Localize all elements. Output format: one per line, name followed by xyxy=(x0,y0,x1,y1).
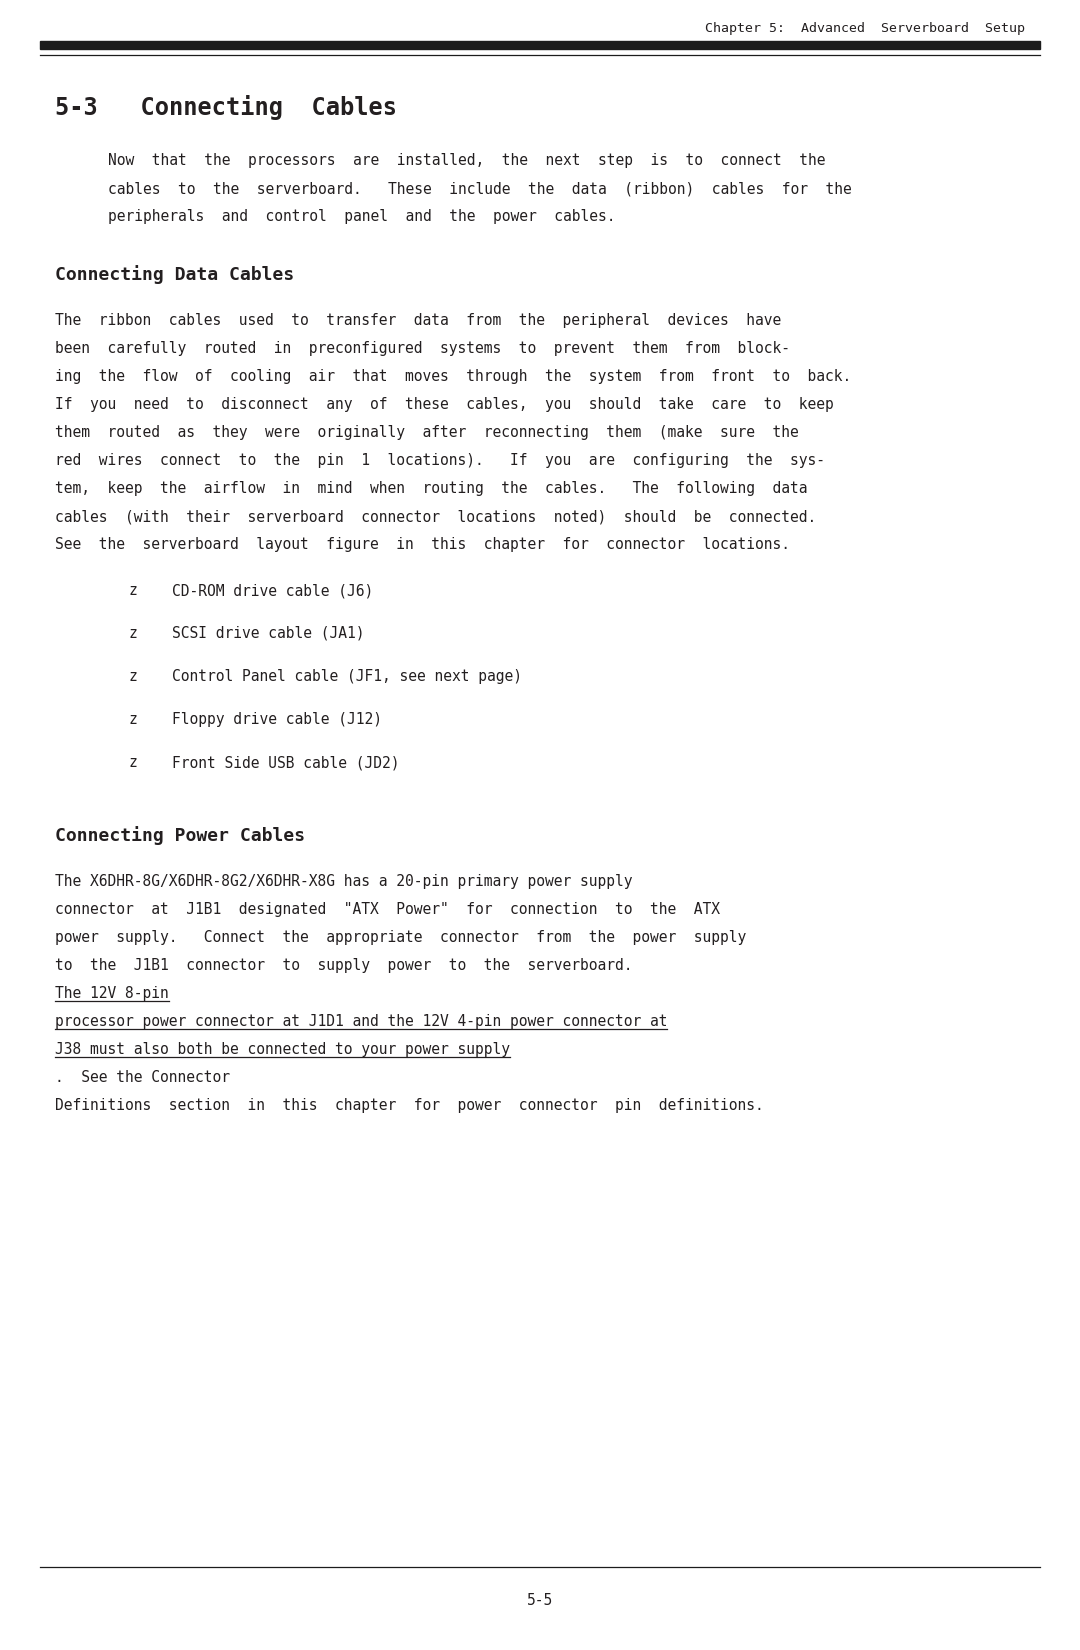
Text: peripherals  and  control  panel  and  the  power  cables.: peripherals and control panel and the po… xyxy=(108,210,616,224)
Text: Connecting Data Cables: Connecting Data Cables xyxy=(55,266,294,284)
Text: See  the  serverboard  layout  figure  in  this  chapter  for  connector  locati: See the serverboard layout figure in thi… xyxy=(55,536,789,553)
Text: .  See the Connector: . See the Connector xyxy=(55,1069,230,1086)
Text: power  supply.   Connect  the  appropriate  connector  from  the  power  supply: power supply. Connect the appropriate co… xyxy=(55,931,746,945)
Text: Now  that  the  processors  are  installed,  the  next  step  is  to  connect  t: Now that the processors are installed, t… xyxy=(108,153,825,168)
Text: Definitions  section  in  this  chapter  for  power  connector  pin  definitions: Definitions section in this chapter for … xyxy=(55,1097,764,1114)
Text: red  wires  connect  to  the  pin  1  locations).   If  you  are  configuring  t: red wires connect to the pin 1 locations… xyxy=(55,454,825,469)
Text: z: z xyxy=(129,756,137,771)
Text: tem,  keep  the  airflow  in  mind  when  routing  the  cables.   The  following: tem, keep the airflow in mind when routi… xyxy=(55,482,808,497)
Text: them  routed  as  they  were  originally  after  reconnecting  them  (make  sure: them routed as they were originally afte… xyxy=(55,426,799,441)
Text: The 12V 8-pin: The 12V 8-pin xyxy=(55,987,168,1002)
Text: Connecting Power Cables: Connecting Power Cables xyxy=(55,827,306,845)
Text: ing  the  flow  of  cooling  air  that  moves  through  the  system  from  front: ing the flow of cooling air that moves t… xyxy=(55,370,851,384)
Bar xyxy=(40,41,1040,50)
Text: 5-5: 5-5 xyxy=(527,1592,553,1609)
Text: Front Side USB cable (JD2): Front Side USB cable (JD2) xyxy=(172,756,400,771)
Text: The  ribbon  cables  used  to  transfer  data  from  the  peripheral  devices  h: The ribbon cables used to transfer data … xyxy=(55,314,781,328)
Text: z: z xyxy=(129,582,137,597)
Text: CD-ROM drive cable (J6): CD-ROM drive cable (J6) xyxy=(172,582,374,597)
Text: SCSI drive cable (JA1): SCSI drive cable (JA1) xyxy=(172,625,365,640)
Text: If  you  need  to  disconnect  any  of  these  cables,  you  should  take  care : If you need to disconnect any of these c… xyxy=(55,398,834,412)
Text: to  the  J1B1  connector  to  supply  power  to  the  serverboard.: to the J1B1 connector to supply power to… xyxy=(55,959,650,974)
Text: processor power connector at J1D1 and the 12V 4-pin power connector at: processor power connector at J1D1 and th… xyxy=(55,1015,667,1030)
Text: Floppy drive cable (J12): Floppy drive cable (J12) xyxy=(172,713,382,728)
Text: been  carefully  routed  in  preconfigured  systems  to  prevent  them  from  bl: been carefully routed in preconfigured s… xyxy=(55,342,789,356)
Text: connector  at  J1B1  designated  "ATX  Power"  for  connection  to  the  ATX: connector at J1B1 designated "ATX Power"… xyxy=(55,903,720,917)
Text: 5-3   Connecting  Cables: 5-3 Connecting Cables xyxy=(55,96,397,120)
Text: cables  to  the  serverboard.   These  include  the  data  (ribbon)  cables  for: cables to the serverboard. These include… xyxy=(108,182,852,196)
Text: J38 must also both be connected to your power supply: J38 must also both be connected to your … xyxy=(55,1043,510,1058)
Text: z: z xyxy=(129,668,137,685)
Text: cables  (with  their  serverboard  connector  locations  noted)  should  be  con: cables (with their serverboard connector… xyxy=(55,508,816,525)
Text: z: z xyxy=(129,713,137,728)
Text: Chapter 5:  Advanced  Serverboard  Setup: Chapter 5: Advanced Serverboard Setup xyxy=(705,21,1025,35)
Text: Control Panel cable (JF1, see next page): Control Panel cable (JF1, see next page) xyxy=(172,668,522,685)
Text: z: z xyxy=(129,625,137,640)
Text: The X6DHR-8G/X6DHR-8G2/X6DHR-X8G has a 20-pin primary power supply: The X6DHR-8G/X6DHR-8G2/X6DHR-X8G has a 2… xyxy=(55,874,633,889)
